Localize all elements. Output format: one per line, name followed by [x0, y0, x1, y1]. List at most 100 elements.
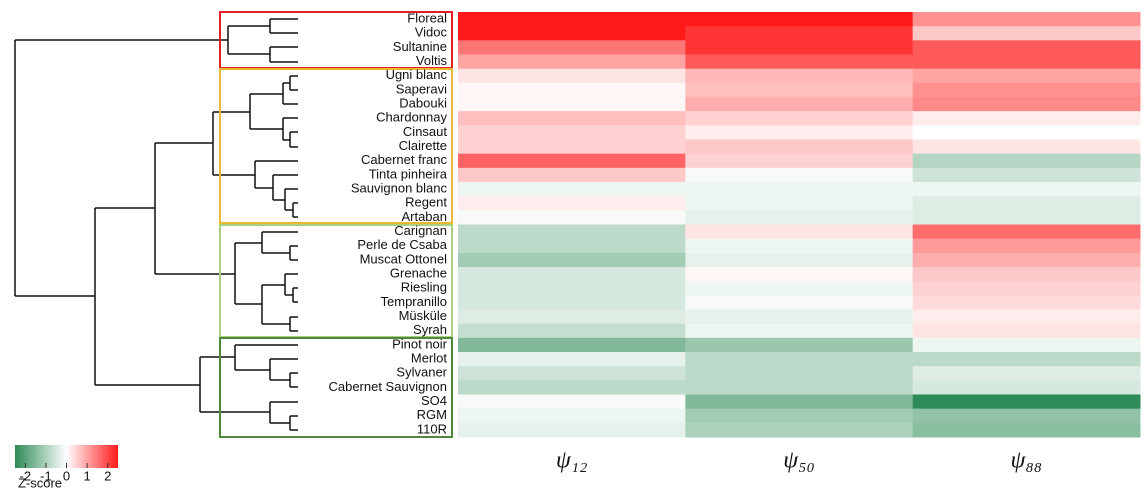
- heatmap-cell: [685, 238, 914, 254]
- colorbar-tick-label: -2: [20, 468, 32, 483]
- heatmap-cell: [685, 323, 914, 339]
- row-label: Müsküle: [399, 308, 447, 323]
- row-label: Tempranillo: [381, 294, 447, 309]
- heatmap-cell: [912, 224, 1141, 240]
- heatmap-cell: [912, 295, 1141, 310]
- heatmap-cell: [912, 422, 1141, 438]
- heatmap-cell: [458, 111, 686, 126]
- heatmap-cell: [912, 380, 1141, 395]
- heatmap-cell: [912, 125, 1141, 140]
- heatmap-cell: [458, 422, 686, 438]
- row-label: Floreal: [407, 11, 447, 26]
- heatmap-cell: [458, 394, 686, 410]
- row-label: Voltis: [416, 53, 448, 68]
- row-label: Artaban: [401, 209, 447, 224]
- heatmap-cell: [912, 394, 1141, 410]
- cluster-box: [219, 337, 453, 438]
- heatmap-cell: [458, 82, 686, 98]
- row-label: Clairette: [399, 138, 447, 153]
- heatmap-cell: [685, 281, 914, 296]
- heatmap-cell: [685, 380, 914, 395]
- row-label: Tinta pinheira: [369, 166, 448, 181]
- heatmap-cell: [458, 224, 686, 240]
- heatmap-cell: [458, 40, 686, 55]
- row-label: Regent: [405, 195, 447, 210]
- row-label: Dabouki: [399, 96, 447, 111]
- heatmap-cell: [912, 26, 1141, 41]
- heatmap-cell: [912, 97, 1141, 112]
- heatmap-cell: [912, 281, 1141, 296]
- heatmap-cell: [912, 337, 1141, 353]
- row-label: Cabernet Sauvignon: [328, 379, 447, 394]
- dendrogram: [14, 18, 298, 431]
- heatmap-cell: [458, 295, 686, 310]
- colorbar-tick-label: -1: [40, 468, 52, 483]
- heatmap-cell: [458, 12, 686, 27]
- heatmap-cell: [458, 352, 686, 367]
- row-label: Perle de Csaba: [357, 237, 447, 252]
- heatmap-cell: [912, 153, 1141, 169]
- heatmap-cell: [458, 196, 686, 211]
- heatmap-cell: [912, 210, 1141, 225]
- heatmap-cell: [685, 210, 914, 225]
- row-label: Muscat Ottonel: [360, 251, 448, 266]
- heatmap-cell: [912, 252, 1141, 268]
- heatmap-cell: [685, 337, 914, 353]
- cluster-box: [219, 68, 453, 224]
- row-label: Saperavi: [396, 81, 447, 96]
- row-label: SO4: [421, 393, 447, 408]
- heatmap-cell: [685, 196, 914, 211]
- colorbar-tick-label: 0: [63, 468, 70, 483]
- row-label: Pinot noir: [392, 336, 448, 351]
- heatmap-cell: [458, 167, 686, 183]
- row-label: 110R: [417, 421, 447, 436]
- heatmap-cell: [685, 252, 914, 268]
- colorbar-tick-label: 1: [83, 468, 90, 483]
- heatmap-cell: [458, 380, 686, 395]
- heatmap-cell: [685, 68, 914, 84]
- heatmap-cell: [458, 337, 686, 353]
- heatmap-cell: [458, 366, 686, 381]
- heatmap-cell: [458, 408, 686, 424]
- heatmap-cell: [458, 125, 686, 140]
- row-label: Merlot: [411, 351, 448, 366]
- heatmap-cell: [685, 82, 914, 98]
- heatmap-cell: [458, 26, 686, 41]
- heatmap-cell: [685, 366, 914, 381]
- row-label: Vidoc: [415, 25, 448, 40]
- heatmap-cell: [458, 68, 686, 84]
- column-label: ψ₁₂: [556, 448, 588, 474]
- row-label: Grenache: [390, 266, 447, 281]
- row-label: Sylvaner: [396, 365, 447, 380]
- heatmap-cell: [685, 309, 914, 325]
- heatmap-cell: [685, 26, 914, 41]
- heatmap-cell: [912, 323, 1141, 339]
- row-label: Riesling: [401, 280, 447, 295]
- heatmap-cell: [458, 153, 686, 169]
- heatmap-cell: [912, 182, 1141, 197]
- heatmap-cell: [912, 82, 1141, 98]
- heatmap-cell: [685, 40, 914, 55]
- heatmap-cell: [912, 366, 1141, 381]
- heatmap-cell: [458, 210, 686, 225]
- heatmap-cell: [685, 394, 914, 410]
- column-label: ψ₈₈: [1011, 448, 1043, 474]
- heatmap-cell: [685, 267, 914, 282]
- row-label: Carignan: [394, 223, 447, 238]
- row-label: Sultanine: [393, 39, 447, 54]
- heatmap-cell: [458, 267, 686, 282]
- heatmap-cell: [912, 139, 1141, 155]
- colorbar: [15, 445, 118, 468]
- heatmap-cell: [912, 267, 1141, 282]
- colorbar-label: Z-score: [18, 475, 62, 490]
- heatmap-cell: [685, 167, 914, 183]
- heatmap-cell: [685, 153, 914, 169]
- heatmap-cell: [685, 111, 914, 126]
- heatmap-cell: [685, 54, 914, 70]
- heatmap-cell: [685, 139, 914, 155]
- heatmap-cell: [458, 139, 686, 155]
- heatmap-cell: [912, 196, 1141, 211]
- row-label: Sauvignon blanc: [351, 181, 448, 196]
- heatmap-cell: [912, 238, 1141, 254]
